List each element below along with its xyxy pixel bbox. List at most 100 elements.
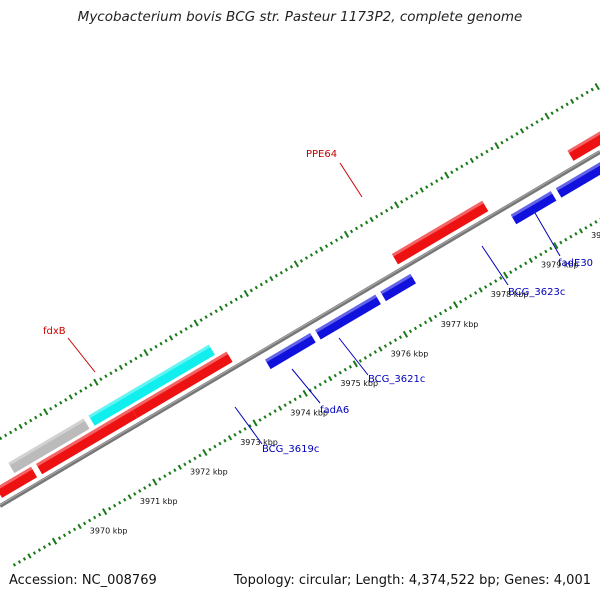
- tick-mark: [54, 404, 58, 408]
- tick-mark: [433, 314, 438, 319]
- tick-mark: [575, 96, 579, 101]
- tick-label: 3971 kbp: [140, 497, 178, 506]
- tick-mark: [148, 483, 152, 487]
- tick-mark: [154, 344, 158, 349]
- tick-mark: [47, 542, 52, 546]
- forward-gene[interactable]: [88, 344, 215, 426]
- tick-mark: [62, 533, 67, 538]
- tick-mark: [149, 347, 153, 352]
- tick-mark: [515, 131, 519, 136]
- tick-mark: [259, 282, 263, 287]
- tick-mark: [555, 108, 559, 113]
- reverse-gene[interactable]: [315, 294, 381, 340]
- tick-mark: [109, 371, 113, 376]
- forward-gene[interactable]: [8, 418, 90, 474]
- tick-mark: [59, 401, 63, 405]
- tick-mark: [234, 297, 238, 302]
- tick-mark: [358, 359, 362, 363]
- tick-mark: [189, 324, 193, 328]
- tick-mark: [375, 214, 379, 219]
- tick-mark: [475, 155, 479, 160]
- tick-mark: [163, 474, 167, 478]
- tick-mark: [428, 316, 433, 323]
- forward-gene[interactable]: [36, 407, 138, 475]
- gene-label-PPE64[interactable]: PPE64: [306, 149, 337, 160]
- tick-mark: [118, 500, 122, 505]
- tick-mark: [289, 265, 294, 269]
- tick-mark: [499, 276, 503, 280]
- forward-gene[interactable]: [0, 466, 38, 498]
- tick-mark: [93, 515, 97, 520]
- tick-mark: [530, 123, 534, 127]
- tick-mark: [458, 299, 463, 304]
- gene-label-fadA6[interactable]: fadA6: [320, 405, 349, 416]
- tick-mark: [438, 311, 443, 316]
- tick-mark: [293, 397, 297, 402]
- tick-mark: [455, 167, 459, 172]
- tick-mark: [27, 553, 32, 559]
- tick-mark: [589, 223, 593, 227]
- tick-mark: [314, 250, 319, 254]
- tick-mark: [252, 419, 258, 427]
- tick-mark: [164, 338, 168, 343]
- tick-mark: [224, 303, 228, 308]
- forward-gene[interactable]: [567, 77, 600, 161]
- forward-gene[interactable]: [131, 351, 233, 419]
- tick-mark: [385, 208, 389, 213]
- tick-mark: [113, 503, 117, 508]
- tick-mark: [177, 464, 182, 470]
- tick-mark: [32, 551, 37, 555]
- tick-mark: [143, 486, 147, 490]
- label-leader-BCG_3623c: [481, 245, 509, 286]
- tick-mark: [474, 291, 478, 295]
- label-leader-fadE30: [534, 212, 561, 257]
- tick-mark: [17, 560, 22, 564]
- genome-backbone-highlight: [0, 150, 600, 506]
- tick-mark: [363, 356, 367, 360]
- genome-backbone: [0, 150, 600, 508]
- tick-mark: [378, 346, 383, 352]
- tick-mark: [413, 326, 418, 331]
- reverse-gene[interactable]: [380, 273, 416, 302]
- tick-mark: [264, 279, 268, 284]
- tick-mark: [328, 375, 333, 382]
- tick-mark: [304, 256, 309, 260]
- label-leader-fadA6: [291, 368, 321, 404]
- tick-mark: [199, 318, 203, 322]
- tick-label: 3978 kbp: [491, 290, 529, 299]
- tick-mark: [465, 161, 469, 166]
- tick-mark: [594, 220, 598, 224]
- tick-mark: [393, 338, 398, 342]
- genome-summary-text: Topology: circular; Length: 4,374,522 bp…: [233, 573, 591, 588]
- tick-mark: [494, 279, 498, 283]
- gene-label-fdxB[interactable]: fdxB: [43, 326, 66, 337]
- tick-label: 3976 kbp: [391, 349, 429, 358]
- tick-mark: [423, 320, 428, 325]
- reverse-gene[interactable]: [555, 153, 600, 198]
- tick-mark: [123, 497, 127, 502]
- forward-gene[interactable]: [391, 200, 489, 265]
- gene-label-BCG_3623c[interactable]: BCG_3623c: [508, 287, 565, 298]
- tick-mark: [302, 389, 308, 397]
- tick-mark: [248, 424, 252, 428]
- tick-mark: [127, 494, 132, 500]
- gene-label-BCG_3619c[interactable]: BCG_3619c: [262, 444, 319, 455]
- reverse-gene[interactable]: [265, 333, 316, 370]
- tick-mark: [448, 305, 453, 310]
- tick-mark: [233, 432, 237, 437]
- reverse-gene[interactable]: [510, 191, 557, 225]
- tick-mark: [99, 377, 103, 382]
- gene-label-BCG_3621c[interactable]: BCG_3621c: [368, 374, 425, 385]
- tick-mark: [550, 111, 554, 115]
- tick-mark: [133, 492, 137, 496]
- tick-mark: [74, 392, 78, 396]
- tick-mark: [564, 237, 568, 242]
- tick-mark: [480, 152, 484, 157]
- tick-mark: [223, 438, 227, 443]
- tick-mark: [418, 323, 423, 328]
- gene-label-fadE30[interactable]: fadE30: [558, 258, 593, 269]
- tick-mark: [29, 418, 33, 423]
- tick-mark: [82, 521, 87, 526]
- tick-mark: [174, 333, 178, 337]
- inner-tick-ring: [12, 217, 600, 567]
